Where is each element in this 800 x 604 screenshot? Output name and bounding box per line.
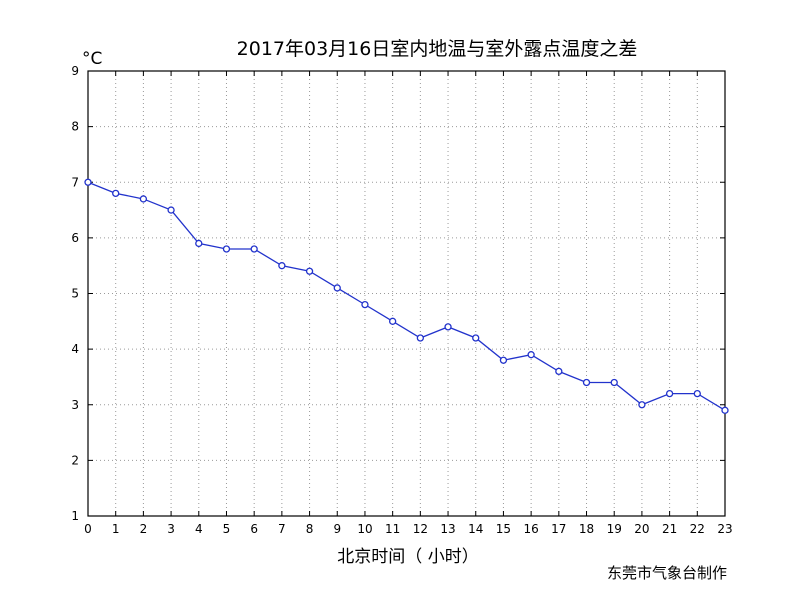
x-tick-label: 18 — [579, 522, 594, 536]
series-line — [87, 181, 726, 411]
point-layer — [84, 178, 729, 414]
series-layer — [87, 181, 726, 411]
y-unit-label: °C — [82, 49, 102, 69]
x-tick-label: 11 — [385, 522, 400, 536]
y-tick-label: 3 — [71, 398, 79, 412]
data-point — [527, 351, 535, 359]
data-point — [416, 334, 424, 342]
grid-layer — [88, 71, 725, 516]
data-point — [305, 267, 314, 275]
data-point — [139, 195, 148, 203]
data-point — [222, 245, 231, 253]
x-tick-label: 0 — [84, 522, 92, 536]
data-point — [472, 334, 480, 342]
x-tick-label: 5 — [223, 522, 231, 536]
y-tick-label: 2 — [71, 453, 79, 467]
x-tick-label: 23 — [717, 522, 732, 536]
data-point — [582, 378, 591, 387]
y-tick-label: 5 — [71, 287, 79, 301]
x-tick-label: 4 — [195, 522, 203, 536]
x-tick-label: 21 — [662, 522, 677, 536]
x-tick-label: 14 — [468, 522, 483, 536]
y-tick-label: 9 — [71, 64, 79, 78]
x-tick-label: 3 — [167, 522, 175, 536]
data-point — [389, 317, 397, 325]
tick-layer: 0 1 2 3 4 5 6 7 8 9 10 11 12 13 14 15 16 17 18 19 20 21 22 2312… — [71, 64, 732, 536]
y-tick-label: 8 — [71, 120, 79, 134]
data-point — [638, 401, 646, 409]
data-point — [333, 284, 341, 292]
data-point — [665, 389, 674, 398]
x-tick-label: 20 — [634, 522, 649, 536]
x-tick-label: 19 — [607, 522, 622, 536]
credit-label: 东莞市气象台制作 — [607, 564, 727, 582]
x-tick-label: 16 — [523, 522, 538, 536]
x-tick-label: 6 — [250, 522, 258, 536]
data-point — [250, 245, 258, 253]
x-tick-label: 10 — [357, 522, 372, 536]
y-tick-label: 1 — [71, 509, 79, 523]
x-tick-label: 8 — [306, 522, 314, 536]
data-point — [610, 378, 618, 387]
data-point — [361, 300, 369, 309]
x-axis-label: 北京时间（ 小时） — [337, 547, 478, 567]
data-point — [499, 356, 508, 364]
data-point — [112, 189, 120, 198]
data-point — [444, 323, 452, 331]
x-tick-label: 12 — [413, 522, 428, 536]
x-tick-label: 2 — [140, 522, 148, 536]
x-tick-label: 9 — [333, 522, 341, 536]
x-tick-label: 1 — [112, 522, 120, 536]
plot-frame — [87, 70, 726, 517]
data-point — [195, 239, 203, 248]
data-point — [555, 367, 563, 376]
x-tick-label: 17 — [551, 522, 566, 536]
y-tick-label: 7 — [71, 175, 79, 189]
data-point — [84, 178, 92, 186]
x-tick-label: 13 — [440, 522, 455, 536]
x-tick-label: 15 — [496, 522, 511, 536]
data-point — [693, 389, 701, 398]
y-tick-label: 6 — [71, 231, 79, 245]
data-point — [278, 262, 286, 270]
x-tick-label: 7 — [278, 522, 286, 536]
data-point — [167, 206, 175, 214]
x-tick-label: 22 — [690, 522, 705, 536]
y-tick-label: 4 — [71, 342, 79, 356]
chart-title: 2017年03月16日室内地温与室外露点温度之差 — [237, 38, 638, 60]
data-point — [721, 406, 729, 414]
